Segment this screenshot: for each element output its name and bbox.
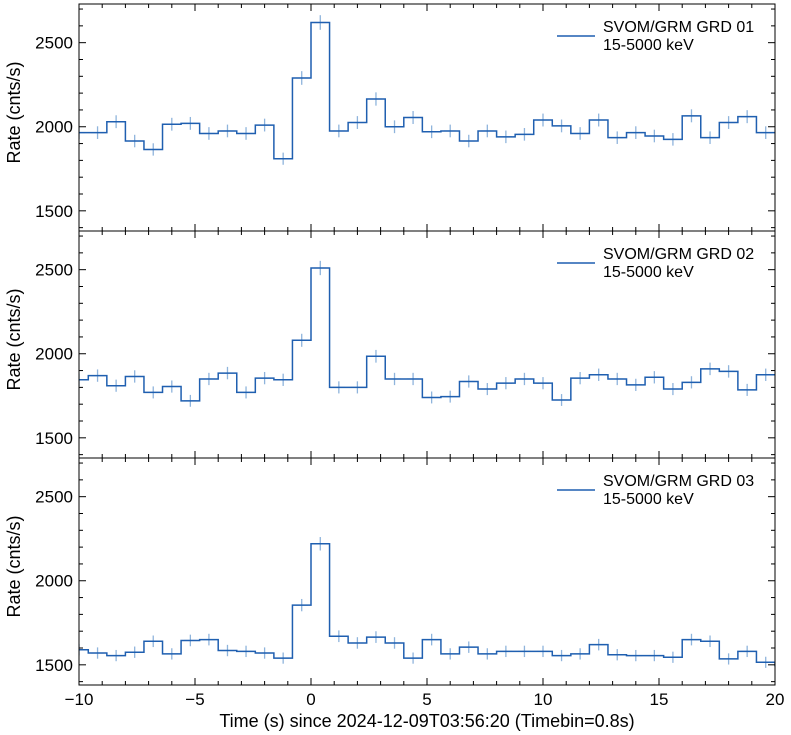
x-tick-label: 0 xyxy=(306,690,315,709)
legend-sublabel: 15-5000 keV xyxy=(603,264,694,281)
panel-2: 1500 2000 2500 Rate (cnts/s) SVOM/GRM GRD 02… xyxy=(4,230,776,459)
plot-area xyxy=(79,15,775,165)
legend-label: SVOM/GRM GRD 01 xyxy=(603,19,754,36)
x-axis-label: Time (s) since 2024-12-09T03:56:20 (Time… xyxy=(219,711,634,731)
x-tick-label: 20 xyxy=(766,690,785,709)
x-tick-label: −10 xyxy=(65,690,94,709)
plot-area xyxy=(79,537,775,668)
series-step-line xyxy=(79,543,775,667)
y-axis-label: Rate (cnts/s) xyxy=(4,515,24,617)
y-tick-label: 1500 xyxy=(35,429,73,448)
legend-label: SVOM/GRM GRD 03 xyxy=(603,473,754,490)
panel-3: 1500 2000 2500 Rate (cnts/s) SVOM/GRM GRD 03… xyxy=(4,457,776,686)
y-tick-label: 1500 xyxy=(35,656,73,675)
x-axis: −10 −5 0 5 10 15 20 Time (s) since 2024-12-09T… xyxy=(65,690,785,731)
x-tick-label: 15 xyxy=(650,690,669,709)
plot-area xyxy=(79,260,775,407)
series-step-line xyxy=(79,267,775,402)
x-tick-label: −5 xyxy=(185,690,204,709)
legend-sublabel: 15-5000 keV xyxy=(603,491,694,508)
y-tick-label: 2500 xyxy=(35,488,73,507)
y-tick-label: 2000 xyxy=(35,345,73,364)
x-tick-label: 10 xyxy=(534,690,553,709)
y-axis-label: Rate (cnts/s) xyxy=(4,288,24,390)
y-tick-label: 2500 xyxy=(35,261,73,280)
x-tick-label: 5 xyxy=(422,690,431,709)
y-tick-label: 2500 xyxy=(35,34,73,53)
legend-label: SVOM/GRM GRD 02 xyxy=(603,246,754,263)
y-axis-label: Rate (cnts/s) xyxy=(4,61,24,163)
y-tick-label: 2000 xyxy=(35,118,73,137)
y-tick-label: 1500 xyxy=(35,202,73,221)
series-step-line xyxy=(79,21,775,160)
y-tick-label: 2000 xyxy=(35,572,73,591)
legend-sublabel: 15-5000 keV xyxy=(603,37,694,54)
panel-1: 1500 2000 2500 Rate (cnts/s) SVOM/GRM GRD 01… xyxy=(4,3,776,232)
